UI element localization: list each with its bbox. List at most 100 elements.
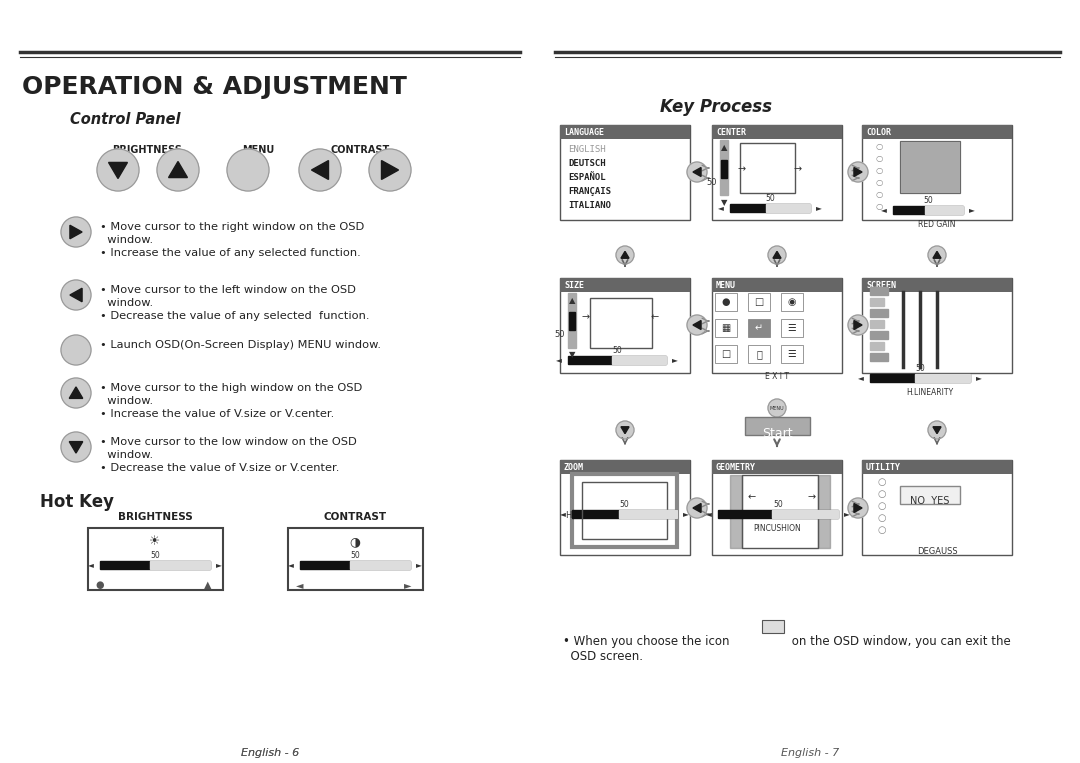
Polygon shape xyxy=(621,251,629,258)
Text: ►: ► xyxy=(969,205,975,214)
Text: ◄: ◄ xyxy=(706,510,712,519)
Polygon shape xyxy=(854,504,862,513)
Bar xyxy=(862,460,1012,555)
Bar xyxy=(740,143,795,193)
Polygon shape xyxy=(381,160,399,179)
Circle shape xyxy=(768,399,786,417)
Circle shape xyxy=(157,149,199,191)
Bar xyxy=(748,293,770,311)
Bar xyxy=(612,356,666,364)
Polygon shape xyxy=(693,320,701,330)
Text: window.: window. xyxy=(100,235,153,245)
Bar xyxy=(568,356,666,364)
Bar xyxy=(561,125,690,139)
Bar xyxy=(862,278,1012,292)
Bar xyxy=(149,561,210,569)
Bar xyxy=(590,298,652,348)
Text: 50: 50 xyxy=(923,195,933,204)
Bar xyxy=(712,125,842,220)
Bar xyxy=(730,204,810,212)
Text: ⎘: ⎘ xyxy=(756,349,761,359)
Text: □: □ xyxy=(721,349,731,359)
Text: H/ V: H/ V xyxy=(566,510,583,519)
Polygon shape xyxy=(70,225,82,239)
Bar xyxy=(100,561,210,569)
Text: ◄: ◄ xyxy=(859,374,864,382)
Text: ○: ○ xyxy=(878,525,887,535)
Polygon shape xyxy=(933,251,941,258)
Bar xyxy=(718,510,838,518)
Bar xyxy=(862,460,1012,474)
Circle shape xyxy=(616,246,634,264)
Text: ZOOM: ZOOM xyxy=(564,462,584,472)
Bar xyxy=(561,278,690,373)
Text: NO  YES: NO YES xyxy=(910,496,949,506)
Text: ►: ► xyxy=(843,510,850,519)
Text: MENU: MENU xyxy=(242,145,274,155)
Text: ●: ● xyxy=(96,580,105,590)
Text: ☰: ☰ xyxy=(787,323,796,333)
Text: E X I T: E X I T xyxy=(765,372,789,381)
Text: ►: ► xyxy=(976,374,982,382)
Text: English - 6: English - 6 xyxy=(241,748,299,758)
Text: 50: 50 xyxy=(706,178,717,187)
Text: CONTRAST: CONTRAST xyxy=(330,145,390,155)
Bar xyxy=(730,475,742,548)
Text: ◑: ◑ xyxy=(350,535,361,548)
Bar xyxy=(572,510,677,518)
Text: □: □ xyxy=(754,297,764,307)
Bar xyxy=(582,482,667,539)
Circle shape xyxy=(616,421,634,439)
Text: ☰: ☰ xyxy=(787,349,796,359)
Text: ESPAÑOL: ESPAÑOL xyxy=(568,173,606,182)
Text: ►: ► xyxy=(672,356,678,365)
Bar xyxy=(350,561,410,569)
Text: SCREEN: SCREEN xyxy=(866,281,896,289)
Text: ☀: ☀ xyxy=(149,535,161,548)
Bar xyxy=(561,125,690,220)
Text: ▼: ▼ xyxy=(720,198,727,207)
Text: • Increase the value of any selected function.: • Increase the value of any selected fun… xyxy=(100,248,361,258)
Text: COLOR: COLOR xyxy=(866,127,891,137)
Text: GEOMETRY: GEOMETRY xyxy=(716,462,756,472)
Text: DEGAUSS: DEGAUSS xyxy=(917,547,957,556)
Text: ○: ○ xyxy=(878,489,887,499)
Text: • Increase the value of V.size or V.center.: • Increase the value of V.size or V.cent… xyxy=(100,409,334,419)
Polygon shape xyxy=(168,162,188,178)
Bar xyxy=(900,141,960,193)
Bar xyxy=(870,331,888,339)
Text: UTILITY: UTILITY xyxy=(866,462,901,472)
Text: →: → xyxy=(581,312,589,322)
Text: English - 6: English - 6 xyxy=(241,748,299,758)
Text: 50: 50 xyxy=(773,500,783,508)
Circle shape xyxy=(687,162,707,182)
Text: • Launch OSD(On-Screen Display) MENU window.: • Launch OSD(On-Screen Display) MENU win… xyxy=(100,340,381,350)
Text: ←: ← xyxy=(651,312,659,322)
Polygon shape xyxy=(693,504,701,513)
Bar xyxy=(619,510,677,518)
Text: ▲: ▲ xyxy=(569,296,576,305)
Bar xyxy=(766,204,810,212)
Bar xyxy=(915,374,970,382)
Text: PINCUSHION: PINCUSHION xyxy=(753,524,801,533)
Bar xyxy=(572,474,677,547)
Text: ►: ► xyxy=(683,510,689,519)
Bar xyxy=(288,528,423,590)
Text: MENU: MENU xyxy=(770,405,784,410)
Circle shape xyxy=(60,217,91,247)
Bar xyxy=(561,460,690,555)
Text: ○: ○ xyxy=(876,142,883,151)
Text: English - 7: English - 7 xyxy=(781,748,839,758)
Bar xyxy=(569,312,575,330)
Bar xyxy=(568,293,576,348)
Text: window.: window. xyxy=(100,450,153,460)
Bar xyxy=(870,298,885,306)
Bar xyxy=(715,319,737,337)
Text: OSD screen.: OSD screen. xyxy=(563,650,643,663)
Bar xyxy=(712,278,842,373)
Bar xyxy=(742,475,818,548)
Circle shape xyxy=(60,280,91,310)
Bar xyxy=(870,287,888,295)
Text: ○: ○ xyxy=(876,178,883,187)
Text: ◄: ◄ xyxy=(561,510,566,519)
